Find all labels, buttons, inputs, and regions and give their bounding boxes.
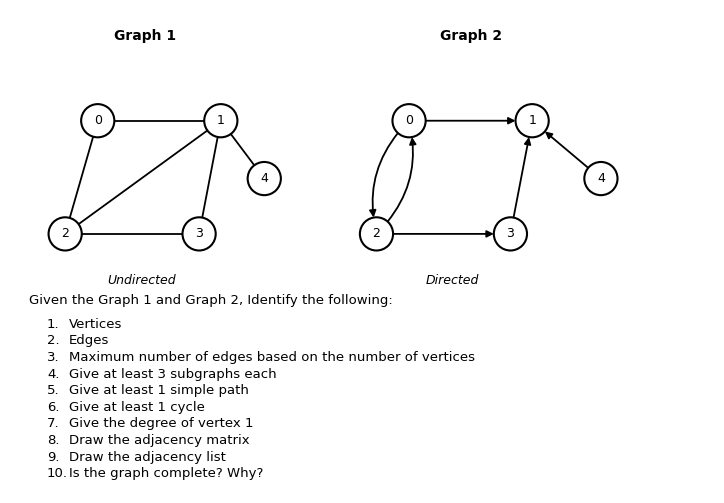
Text: Is the graph complete? Why?: Is the graph complete? Why? [69,467,263,480]
Text: Give at least 1 simple path: Give at least 1 simple path [69,384,248,397]
Ellipse shape [182,217,216,250]
Text: Vertices: Vertices [69,318,122,331]
Text: 5.: 5. [47,384,59,397]
Ellipse shape [392,104,426,137]
Text: 2: 2 [62,227,69,240]
FancyArrowPatch shape [426,118,513,124]
Ellipse shape [515,104,549,137]
Text: 4.: 4. [47,368,59,381]
Text: 1: 1 [529,114,536,127]
Text: 8.: 8. [47,434,59,447]
Ellipse shape [248,162,281,195]
Text: Draw the adjacency list: Draw the adjacency list [69,451,226,464]
FancyArrowPatch shape [370,133,398,216]
Text: Given the Graph 1 and Graph 2, Identify the following:: Given the Graph 1 and Graph 2, Identify … [29,294,392,307]
Text: 9.: 9. [47,451,59,464]
Text: 0: 0 [93,114,102,127]
Ellipse shape [584,162,618,195]
Ellipse shape [81,104,114,137]
Ellipse shape [49,217,82,250]
Text: 0: 0 [405,114,413,127]
Text: Edges: Edges [69,334,109,348]
Text: 3: 3 [195,227,203,240]
Text: 4: 4 [261,172,268,185]
Text: 10.: 10. [47,467,68,480]
Text: Give at least 1 cycle: Give at least 1 cycle [69,401,205,414]
FancyArrowPatch shape [387,139,416,222]
Text: Give the degree of vertex 1: Give the degree of vertex 1 [69,417,253,431]
Text: 7.: 7. [47,417,59,431]
Text: Undirected: Undirected [107,274,175,287]
Text: 2.: 2. [47,334,59,348]
Text: 1: 1 [217,114,224,127]
Text: 1.: 1. [47,318,59,331]
Text: 3: 3 [507,227,514,240]
FancyArrowPatch shape [547,133,588,168]
Ellipse shape [494,217,527,250]
Text: Draw the adjacency matrix: Draw the adjacency matrix [69,434,249,447]
Text: Give at least 3 subgraphs each: Give at least 3 subgraphs each [69,368,277,381]
Text: Graph 1: Graph 1 [114,29,176,43]
Text: 4: 4 [597,172,605,185]
FancyArrowPatch shape [513,139,530,218]
Ellipse shape [360,217,393,250]
Text: Graph 2: Graph 2 [439,29,502,43]
Text: 3.: 3. [47,351,59,364]
Text: 6.: 6. [47,401,59,414]
Text: Maximum number of edges based on the number of vertices: Maximum number of edges based on the num… [69,351,475,364]
Text: 2: 2 [373,227,380,240]
Text: Directed: Directed [426,274,479,287]
Ellipse shape [204,104,237,137]
FancyArrowPatch shape [393,231,492,237]
